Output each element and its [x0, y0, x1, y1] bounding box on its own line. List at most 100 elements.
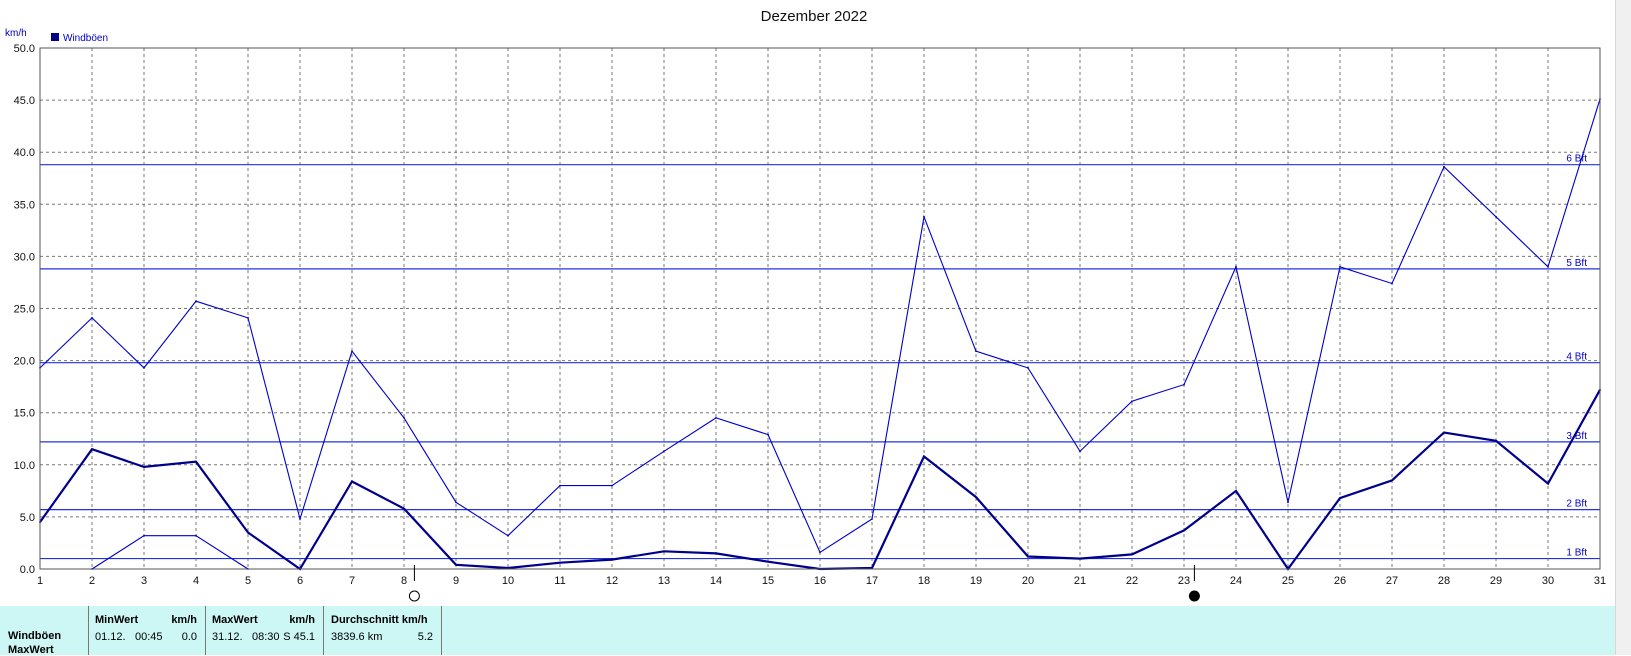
max-value: S 45.1 [283, 631, 315, 643]
row-label-windboeen: Windböen [8, 630, 62, 642]
plot-frame [39, 47, 1601, 570]
x-tick-label: 8 [401, 575, 407, 587]
y-tick-label: 35.0 [14, 199, 35, 211]
beaufort-label: 6 Bft [1566, 154, 1587, 165]
y-tick-label: 20.0 [14, 356, 35, 368]
data-point-avg [1131, 553, 1133, 556]
x-tick-label: 23 [1178, 575, 1190, 587]
y-tick-label: 25.0 [14, 304, 35, 316]
avg-distance: 3839.6 km [331, 631, 383, 643]
new-moon-icon [1188, 590, 1200, 602]
chart: Dezember 2022 km/h Windböen 1 Bft 2 Bft 3 … [5, 8, 1606, 602]
beaufort-label: 4 Bft [1566, 352, 1587, 363]
data-point-avg [247, 531, 249, 534]
y-tick-label: 0.0 [20, 564, 35, 576]
data-point-max [299, 518, 301, 520]
x-tick-label: 11 [554, 575, 565, 587]
beaufort-label: 2 Bft [1566, 499, 1587, 510]
y-tick-label: 10.0 [14, 460, 35, 472]
x-tick-label: 18 [918, 575, 930, 587]
stats-panel: Windböen MaxWert MinWert km/h 01.12. 00:… [0, 606, 1615, 656]
max-unit: km/h [289, 614, 315, 626]
data-point-max [715, 417, 717, 419]
beaufort-label: 1 Bft [1566, 548, 1587, 559]
x-tick-label: 25 [1282, 575, 1294, 587]
data-point-max [1235, 265, 1237, 268]
x-tick-label: 1 [37, 575, 43, 587]
x-tick-label: 5 [245, 575, 251, 587]
data-point-max [143, 366, 145, 369]
data-point-max [663, 450, 665, 453]
data-point-max [247, 316, 249, 319]
data-point-avg [1339, 497, 1341, 500]
x-tick-label: 3 [141, 575, 147, 587]
data-point-max [1495, 215, 1497, 218]
data-point-max [1183, 383, 1185, 386]
data-point-max [871, 518, 873, 520]
data-point-avg [1183, 529, 1185, 532]
data-point-max [923, 215, 925, 218]
vertical-scrollbar[interactable] [1615, 0, 1631, 655]
data-point-avg [1391, 479, 1393, 482]
y-tick-label: 45.0 [14, 95, 35, 107]
data-point-avg [507, 567, 509, 569]
x-tick-label: 15 [762, 575, 774, 587]
x-tick-label: 24 [1230, 575, 1242, 587]
data-point-avg [923, 455, 925, 458]
data-point-max [403, 417, 405, 419]
data-point-max [1443, 165, 1445, 168]
y-tick-label: 50.0 [14, 43, 35, 55]
y-tick-label: 5.0 [20, 512, 35, 524]
avg-value: 5.2 [417, 631, 433, 643]
data-point-avg [1443, 431, 1445, 434]
max-header: MaxWert [212, 614, 258, 626]
data-point-avg [871, 567, 873, 569]
min-time: 00:45 [135, 631, 163, 643]
x-tick-label: 13 [658, 575, 670, 587]
data-point-max [1131, 400, 1133, 403]
x-tick-label: 21 [1074, 575, 1086, 587]
data-point-avg [1079, 557, 1081, 560]
series-line-min [91, 535, 249, 570]
data-point-max [1079, 450, 1081, 453]
x-tick-label: 10 [502, 575, 514, 587]
min-date: 01.12. [95, 631, 126, 643]
data-point-avg [663, 550, 665, 553]
row-label-maxwert: MaxWert [8, 644, 54, 656]
data-point-max [819, 551, 821, 554]
data-point-max [507, 534, 509, 537]
min-value: 0.0 [181, 631, 197, 643]
x-tick-label: 7 [349, 575, 355, 587]
data-point-avg [91, 448, 93, 451]
y-tick-label: 15.0 [14, 408, 35, 420]
data-point-max [1391, 282, 1393, 285]
x-tick-label: 26 [1334, 575, 1346, 587]
data-point-avg [1235, 489, 1237, 492]
x-tick-label: 4 [193, 575, 199, 587]
data-point-avg [1547, 482, 1549, 485]
data-point-avg [195, 460, 197, 463]
x-tick-label: 6 [297, 575, 303, 587]
data-point-max [767, 433, 769, 436]
data-point-avg [351, 480, 353, 483]
data-point-max [1287, 501, 1289, 504]
beaufort-label: 5 Bft [1566, 258, 1587, 269]
max-time: 08:30 [252, 631, 280, 643]
min-block: MinWert km/h 01.12. 00:45 0.0 [88, 606, 206, 655]
legend-label: Windböen [63, 33, 108, 44]
data-point-max [1027, 366, 1029, 369]
max-block: MaxWert km/h 31.12. 08:30 S 45.1 [206, 606, 324, 655]
data-point-min [143, 534, 145, 537]
data-point-max [91, 316, 93, 319]
x-tick-label: 19 [970, 575, 982, 587]
x-tick-label: 2 [89, 575, 95, 587]
data-point-max [351, 350, 353, 353]
chart-title: Dezember 2022 [761, 8, 868, 25]
data-point-max [195, 300, 197, 303]
data-point-avg [715, 552, 717, 555]
max-date: 31.12. [212, 631, 243, 643]
y-tick-label: 40.0 [14, 147, 35, 159]
data-point-max [1547, 265, 1549, 268]
min-unit: km/h [171, 614, 197, 626]
data-point-max [455, 501, 457, 504]
